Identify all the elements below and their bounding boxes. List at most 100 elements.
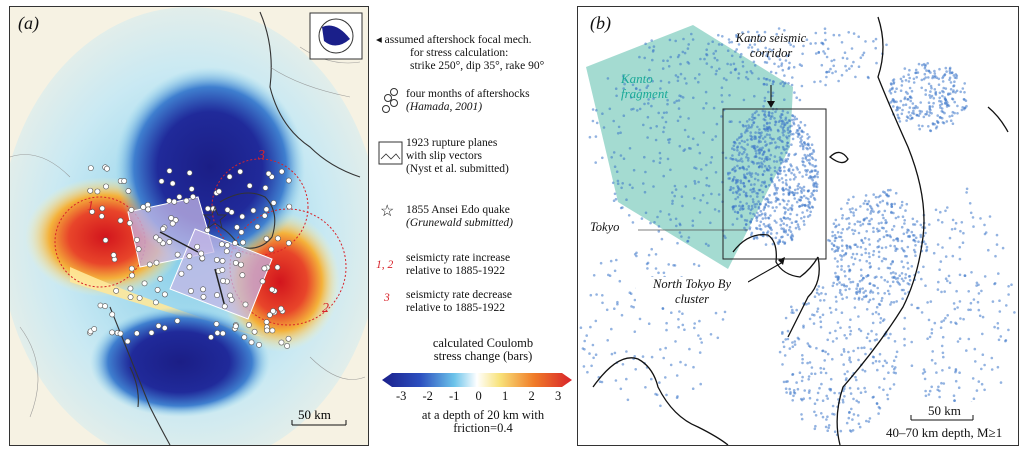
quake-dot — [786, 126, 790, 130]
quake-dot — [746, 159, 750, 162]
quake-dot — [867, 222, 870, 226]
quake-dot — [800, 379, 804, 383]
quake-dot — [766, 230, 770, 233]
quake-dot — [764, 185, 768, 188]
quake-dot — [801, 211, 804, 214]
quake-dot — [778, 136, 782, 139]
quake-dot — [815, 183, 819, 186]
quake-dot — [924, 242, 927, 246]
quake-dot — [907, 73, 910, 76]
quake-dot — [896, 113, 899, 117]
quake-dot — [759, 228, 763, 231]
quake-dot — [886, 397, 890, 401]
quake-dot — [888, 89, 891, 93]
quake-dot — [983, 223, 986, 227]
quake-dot — [837, 79, 840, 83]
quake-dot — [738, 151, 741, 154]
quake-dot — [999, 335, 1003, 338]
quake-dot — [717, 193, 721, 196]
quake-dot — [755, 110, 758, 113]
quake-dot — [631, 221, 635, 224]
quake-dot — [798, 98, 802, 102]
quake-dot — [958, 257, 962, 261]
quake-dot — [802, 219, 806, 223]
quake-dot — [781, 363, 784, 366]
quake-dot — [923, 377, 927, 381]
quake-dot — [726, 49, 730, 52]
quake-dot — [797, 225, 800, 229]
quake-dot — [905, 231, 909, 234]
quake-dot — [863, 236, 867, 240]
quake-dot — [773, 185, 777, 188]
quake-dot — [769, 128, 773, 132]
quake-dot — [691, 137, 695, 141]
quake-dot — [902, 232, 906, 236]
quake-dot — [749, 188, 752, 192]
quake-dot — [802, 324, 805, 328]
depth-note: 40–70 km depth, M≥1 — [886, 425, 1003, 440]
aftershock-dot — [265, 170, 272, 177]
quake-dot — [738, 141, 741, 145]
quake-dot — [837, 246, 840, 249]
quake-dot — [872, 193, 875, 196]
quake-dot — [813, 295, 817, 299]
colorbar-ticks: -3 -2 -1 0 1 2 3 — [382, 389, 572, 405]
quake-dot — [761, 153, 765, 157]
quake-dot — [592, 356, 595, 360]
quake-dot — [611, 181, 615, 185]
quake-dot — [828, 331, 832, 335]
quake-dot — [601, 156, 604, 160]
quake-dot — [803, 164, 807, 168]
quake-dot — [683, 128, 687, 132]
quake-dot — [824, 38, 827, 42]
quake-dot — [948, 76, 952, 80]
aftershock-dot — [135, 246, 142, 253]
quake-dot — [727, 38, 731, 41]
quake-dot — [664, 376, 667, 379]
aftershock-dot — [278, 168, 285, 175]
quake-dot — [791, 76, 794, 79]
quake-dot — [978, 314, 982, 318]
quake-dot — [610, 352, 614, 356]
quake-dot — [614, 379, 618, 382]
quake-dot — [829, 67, 832, 71]
aftershock-dot — [136, 295, 143, 301]
quake-dot — [929, 84, 933, 88]
quake-dot — [972, 397, 976, 401]
quake-dot — [667, 81, 671, 84]
quake-dot — [880, 276, 883, 279]
quake-dot — [699, 337, 702, 341]
quake-dot — [948, 115, 951, 118]
quake-dot — [775, 198, 778, 202]
quake-dot — [748, 227, 751, 231]
quake-dot — [945, 70, 948, 73]
quake-dot — [838, 33, 841, 37]
quake-dot — [809, 210, 812, 214]
quake-dot — [903, 67, 907, 70]
aftershock-dot — [259, 278, 266, 285]
quake-dot — [840, 239, 844, 242]
quake-dot — [685, 82, 688, 85]
quake-dot — [781, 109, 785, 113]
quake-dot — [843, 334, 846, 337]
quake-dot — [889, 188, 892, 192]
quake-dot — [780, 151, 783, 155]
quake-dot — [783, 242, 786, 245]
quake-dot — [676, 75, 680, 79]
quake-dot — [887, 194, 891, 198]
quake-dot — [881, 199, 885, 203]
quake-dot — [688, 347, 691, 351]
quake-dot — [745, 202, 748, 205]
aftershock-dot — [208, 334, 214, 341]
quake-dot — [841, 297, 844, 301]
aftershock-dot — [278, 339, 285, 346]
quake-dot — [762, 231, 765, 234]
quake-dot — [847, 198, 850, 201]
quake-dot — [736, 195, 740, 199]
quake-dot — [636, 109, 639, 112]
quake-dot — [950, 71, 954, 75]
quake-dot — [918, 127, 921, 131]
quake-dot — [946, 206, 949, 209]
quake-dot — [779, 166, 782, 169]
quake-dot — [711, 40, 714, 43]
